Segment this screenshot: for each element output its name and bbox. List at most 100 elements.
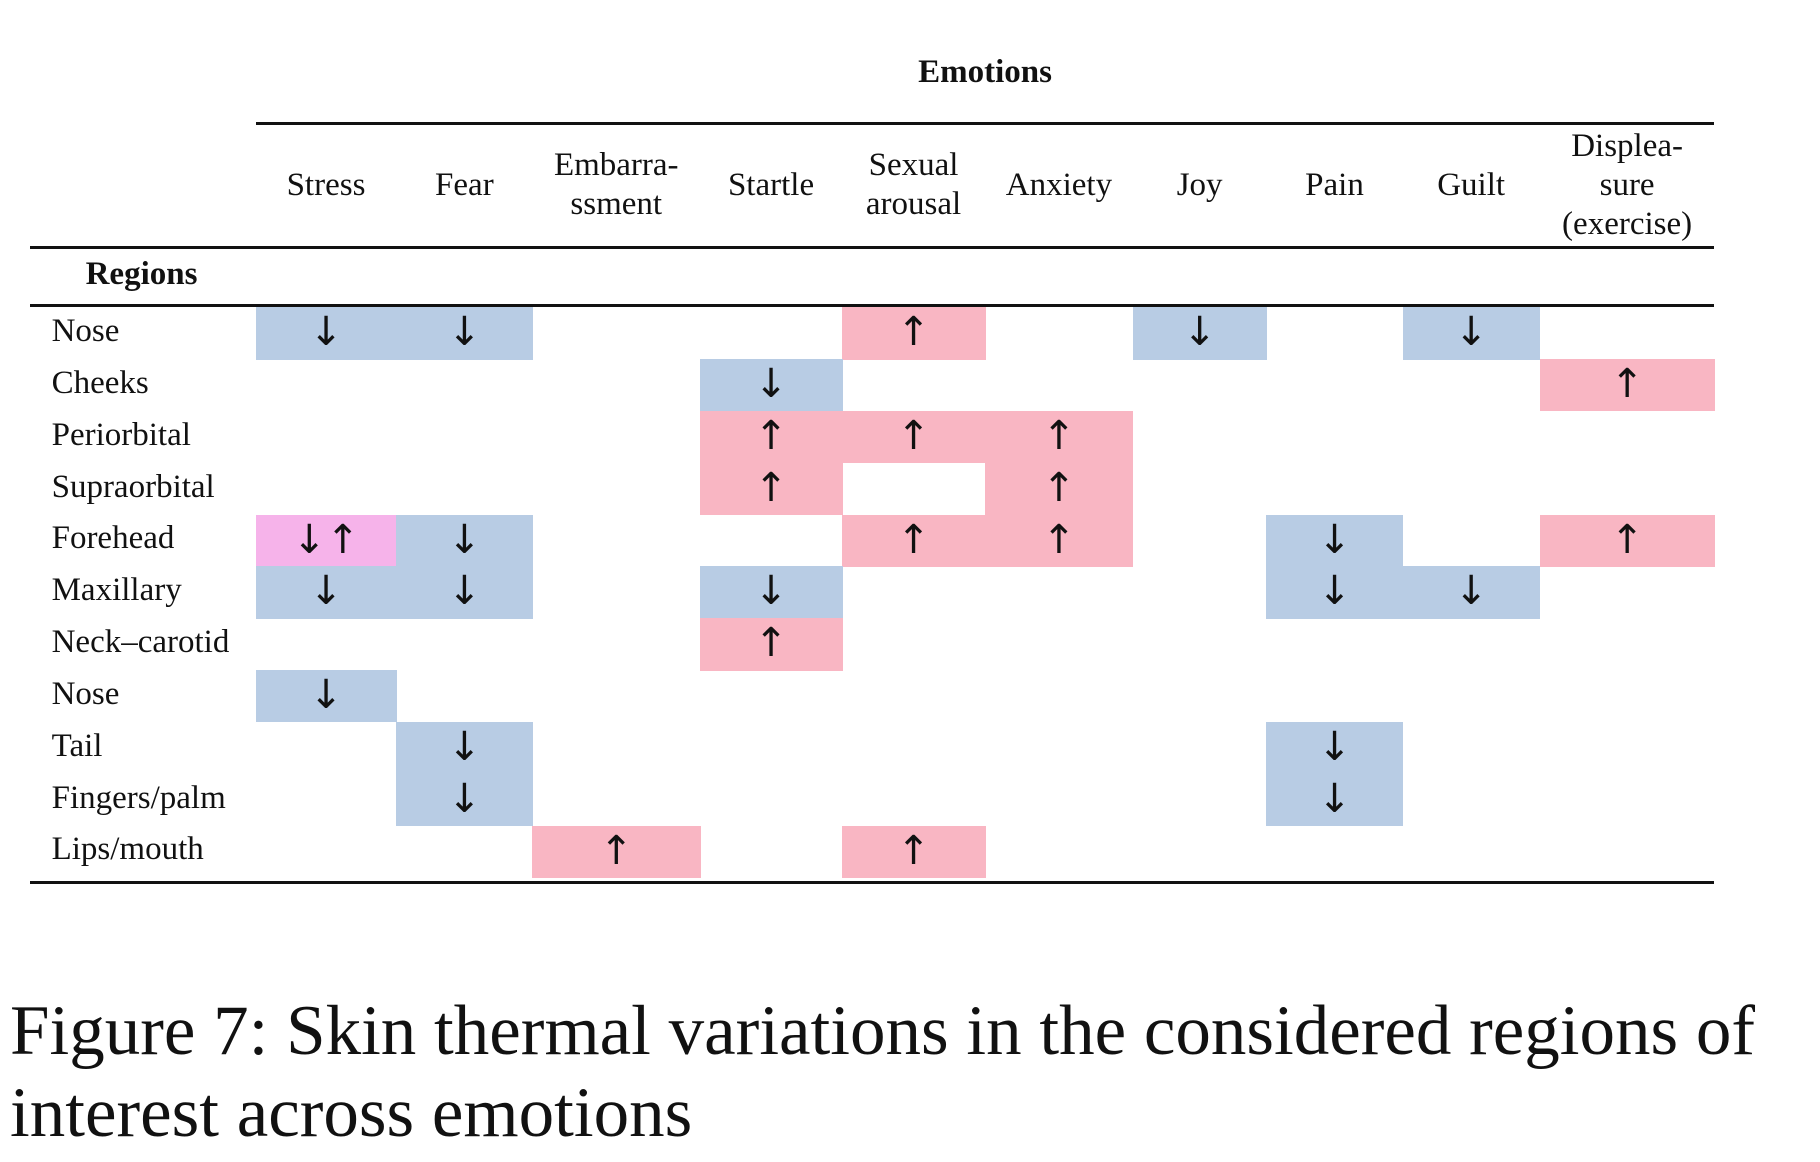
mixed-cell xyxy=(255,514,397,567)
column-header-line: Startle xyxy=(727,166,815,203)
increase-cell xyxy=(841,410,986,464)
up-arrow-icon: ↑ xyxy=(754,620,788,667)
decrease-cell xyxy=(1266,773,1404,827)
header-rule xyxy=(30,246,1715,250)
up-arrow-icon: ↑ xyxy=(896,516,931,563)
increase-cell xyxy=(841,307,986,360)
down-arrow-icon: ↓ xyxy=(1317,775,1352,822)
column-header: Sexual arousal xyxy=(866,146,961,224)
decrease-cell xyxy=(1402,307,1541,360)
column-header: Embarra-ssment xyxy=(554,146,679,224)
decrease-cell xyxy=(396,566,533,619)
up-arrow-icon: ↑ xyxy=(1042,516,1076,563)
down-arrow-icon: ↓ xyxy=(754,361,788,408)
decrease-cell xyxy=(255,670,397,723)
down-arrow-icon: ↓ xyxy=(1317,723,1352,770)
increase-cell xyxy=(532,825,701,878)
row-label: Periorbital xyxy=(51,416,191,453)
column-header-line: Anxiety xyxy=(1005,166,1113,203)
column-header-line: Pain xyxy=(1305,166,1364,203)
down-arrow-icon: ↓ xyxy=(447,568,482,615)
increase-cell xyxy=(1539,514,1716,567)
increase-cell xyxy=(985,462,1134,516)
column-header-line: Displea- xyxy=(1571,127,1683,164)
column-header-line: Joy xyxy=(1176,166,1223,203)
down-arrow-icon: ↓ xyxy=(1454,309,1488,356)
decrease-cell xyxy=(1266,721,1404,775)
increase-cell xyxy=(700,462,843,516)
down-arrow-icon: ↓ xyxy=(1454,568,1488,615)
increase-cell xyxy=(700,618,843,671)
top-rule xyxy=(255,121,1715,125)
up-arrow-icon: ↑ xyxy=(754,464,788,511)
increase-cell xyxy=(985,514,1134,567)
decrease-cell xyxy=(255,566,397,619)
increase-cell xyxy=(841,825,986,878)
decrease-cell xyxy=(700,566,843,619)
column-header-line: ssment xyxy=(570,186,663,223)
column-header: Startle xyxy=(728,166,814,205)
column-header: Fear xyxy=(435,166,494,205)
increase-cell xyxy=(841,514,986,567)
increase-cell xyxy=(985,410,1134,464)
column-header: Pain xyxy=(1305,166,1364,205)
up-arrow-icon: ↑ xyxy=(896,827,931,874)
emotions-header: Emotions xyxy=(918,53,1052,90)
column-header: Stress xyxy=(287,166,366,205)
row-label: Supraorbital xyxy=(51,468,215,505)
down-arrow-icon: ↓ xyxy=(1182,309,1217,356)
regions-header: Regions xyxy=(85,255,198,292)
column-header-line: Guilt xyxy=(1437,166,1506,203)
down-arrow-icon: ↓ xyxy=(447,516,482,563)
down-arrow-icon: ↓ xyxy=(309,309,343,356)
increase-cell xyxy=(700,410,843,464)
row-label: Lips/mouth xyxy=(51,831,204,868)
decrease-cell xyxy=(396,514,533,567)
column-header: Guilt xyxy=(1437,166,1505,205)
down-arrow-icon: ↓ xyxy=(1317,568,1352,615)
column-header-line: arousal xyxy=(865,186,962,223)
row-label: Tail xyxy=(51,727,103,764)
row-label: Nose xyxy=(51,675,120,712)
down-arrow-icon: ↓ xyxy=(309,568,343,615)
down-arrow-icon: ↓ xyxy=(1317,516,1352,563)
column-header-line: (exercise) xyxy=(1562,205,1693,242)
row-label: Neck–carotid xyxy=(51,624,230,661)
column-header: Anxiety xyxy=(1006,166,1112,205)
column-header-line: Embarra- xyxy=(553,147,679,184)
decrease-cell xyxy=(255,307,397,360)
decrease-cell xyxy=(1132,307,1268,360)
row-label: Fingers/palm xyxy=(51,779,226,816)
decrease-cell xyxy=(700,359,843,412)
down-up-arrow-icon: ↓↑ xyxy=(292,516,360,563)
down-arrow-icon: ↓ xyxy=(309,672,343,719)
decrease-cell xyxy=(396,721,533,775)
row-label: Nose xyxy=(51,313,120,350)
row-label: Maxillary xyxy=(51,572,182,609)
increase-cell xyxy=(1539,359,1716,412)
column-header-line: sure xyxy=(1599,166,1655,203)
down-arrow-icon: ↓ xyxy=(754,568,788,615)
row-label: Cheeks xyxy=(51,364,149,401)
up-arrow-icon: ↑ xyxy=(1610,361,1644,408)
decrease-cell xyxy=(1266,514,1404,567)
up-arrow-icon: ↑ xyxy=(754,412,788,459)
up-arrow-icon: ↑ xyxy=(1042,412,1076,459)
figure-caption: Figure 7: Skin thermal variations in the… xyxy=(10,992,1756,1152)
bottom-rule xyxy=(30,880,1715,884)
column-header-line: Sexual xyxy=(868,147,959,184)
up-arrow-icon: ↑ xyxy=(1610,516,1644,563)
decrease-cell xyxy=(1266,566,1404,619)
column-header-line: Fear xyxy=(435,166,494,203)
column-header: Joy xyxy=(1177,166,1223,205)
down-arrow-icon: ↓ xyxy=(447,309,482,356)
column-header-line: Stress xyxy=(286,166,366,203)
column-header: Displea-sure (exercise) xyxy=(1562,127,1692,244)
down-arrow-icon: ↓ xyxy=(447,775,482,822)
up-arrow-icon: ↑ xyxy=(896,309,931,356)
up-arrow-icon: ↑ xyxy=(599,827,633,874)
regions-rule xyxy=(30,303,1715,307)
decrease-cell xyxy=(1402,566,1541,619)
up-arrow-icon: ↑ xyxy=(896,412,931,459)
